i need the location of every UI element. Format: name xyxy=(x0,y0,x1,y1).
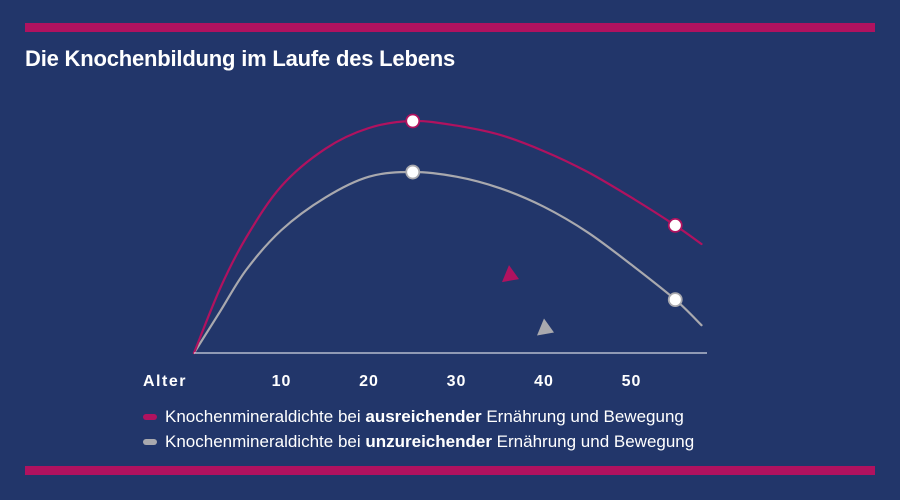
bottom-accent-band xyxy=(25,466,875,475)
data-point-marker-ausreichend-25 xyxy=(405,113,421,129)
chart-title: Die Knochenbildung im Laufe des Lebens xyxy=(25,46,456,71)
x-tick-label-30: 30 xyxy=(447,373,467,390)
legend-swatch-good xyxy=(143,413,157,420)
data-point-marker-unzureichend-55 xyxy=(667,292,683,308)
data-point-marker-ausreichend-55 xyxy=(667,217,683,233)
legend-item-good: Knochenmineraldichte bei ausreichender E… xyxy=(143,404,694,429)
data-point-marker-unzureichend-25 xyxy=(405,164,421,180)
legend-item-bad: Knochenmineraldichte bei unzureichender … xyxy=(143,429,694,454)
triangle-marker-ausreichend xyxy=(502,265,519,283)
triangle-marker-unzureichend xyxy=(537,318,554,336)
series-line-ausreichend xyxy=(192,119,703,355)
legend-text-good: Knochenmineraldichte bei ausreichender E… xyxy=(165,407,684,426)
x-tick-label-20: 20 xyxy=(359,373,379,390)
x-axis-label: Alter xyxy=(143,373,187,390)
x-tick-label-50: 50 xyxy=(622,373,642,390)
x-tick-label-10: 10 xyxy=(272,373,292,390)
x-tick-label-40: 40 xyxy=(534,373,554,390)
chart-legend: Knochenmineraldichte bei ausreichender E… xyxy=(143,404,694,454)
legend-text-bad: Knochenmineraldichte bei unzureichender … xyxy=(165,432,695,451)
top-accent-band xyxy=(25,23,875,32)
series-line-unzureichend xyxy=(192,170,703,355)
legend-swatch-bad xyxy=(143,438,157,445)
